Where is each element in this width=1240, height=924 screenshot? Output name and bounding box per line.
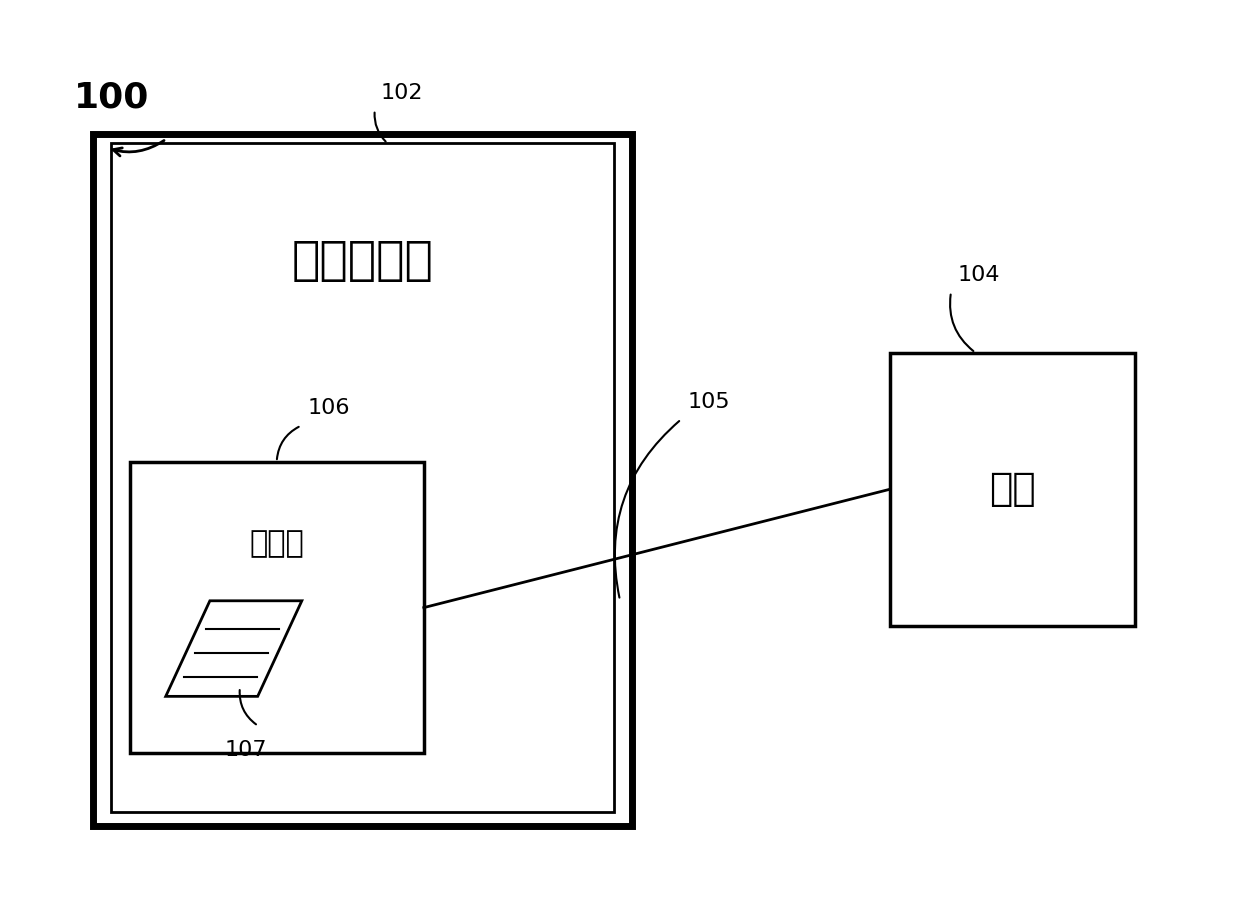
Bar (890, 353, 1135, 626)
Text: 106: 106 (308, 398, 350, 419)
Text: 102: 102 (381, 82, 423, 103)
Text: 血液分析仪: 血液分析仪 (291, 239, 434, 285)
Text: 104: 104 (957, 264, 999, 285)
Bar (93, 134, 632, 826)
Text: 存储器: 存储器 (249, 529, 304, 558)
Text: 105: 105 (687, 392, 730, 412)
Text: 设备: 设备 (990, 470, 1035, 508)
Polygon shape (166, 601, 301, 697)
Bar (112, 143, 614, 812)
Text: 107: 107 (224, 739, 268, 760)
Bar (129, 462, 424, 753)
Text: 100: 100 (74, 81, 150, 115)
